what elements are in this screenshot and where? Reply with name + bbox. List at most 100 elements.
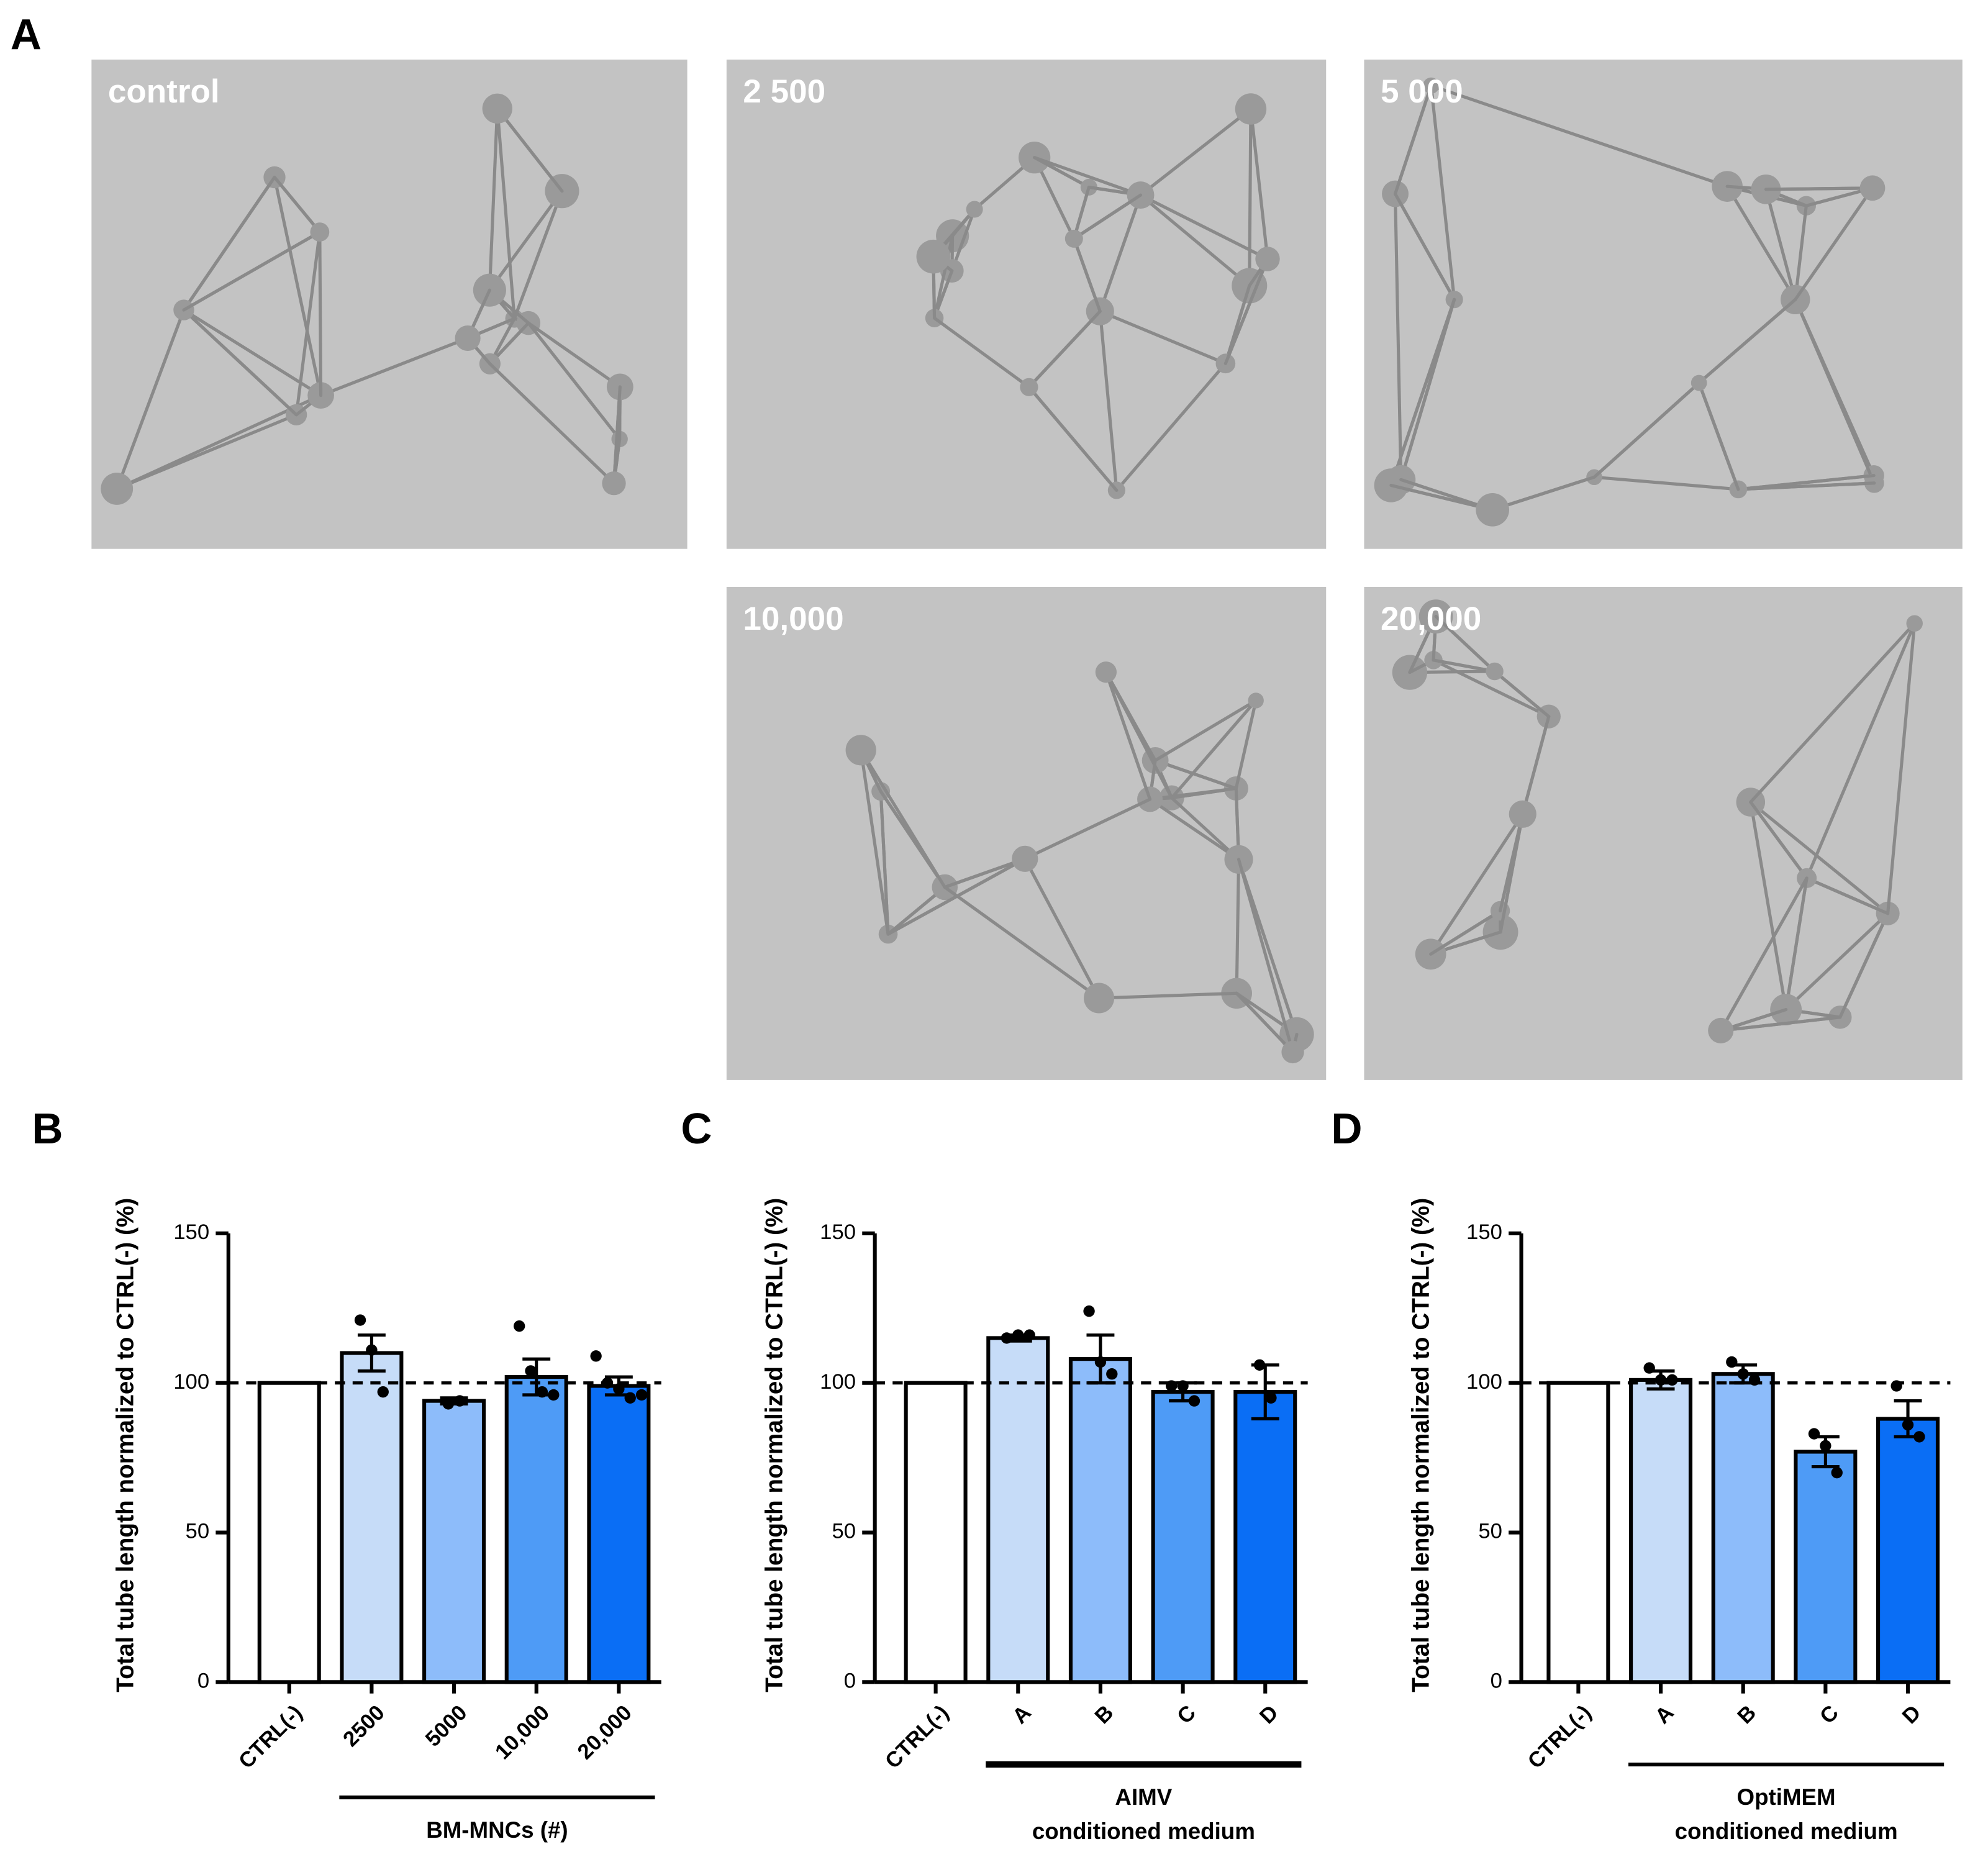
x-tick-label: 2500	[338, 1701, 389, 1751]
bar	[1233, 1390, 1297, 1684]
tube	[1148, 786, 1238, 801]
tube	[1432, 658, 1497, 673]
tube	[182, 230, 322, 312]
tube	[496, 107, 516, 320]
tube	[1033, 156, 1091, 189]
tube	[1429, 84, 1456, 301]
y-tick-label: 100	[820, 1370, 856, 1394]
y-axis-label: Total tube length normalized to CTRL(-) …	[1408, 1198, 1435, 1692]
tube	[1097, 991, 1238, 1000]
tube	[488, 189, 564, 292]
cell-network	[916, 93, 1280, 499]
bar	[1876, 1417, 1940, 1684]
tube	[182, 175, 276, 312]
tube	[1499, 812, 1525, 934]
tube	[1098, 309, 1119, 493]
cell-cluster	[1509, 800, 1536, 828]
bar	[1151, 1390, 1215, 1684]
cell-cluster	[1486, 662, 1504, 681]
data-point	[525, 1365, 537, 1377]
tube	[1393, 192, 1403, 481]
tube	[1023, 797, 1152, 861]
cell-cluster	[101, 473, 134, 505]
tube	[1399, 297, 1456, 481]
data-point	[1643, 1362, 1655, 1374]
cell-cluster	[1012, 845, 1038, 872]
group-label: conditioned medium	[1032, 1818, 1255, 1844]
tube	[1764, 188, 1797, 301]
bar	[504, 1374, 568, 1684]
cell-cluster	[845, 735, 876, 766]
tube	[1592, 475, 1740, 491]
tube	[182, 308, 298, 417]
tube	[1223, 257, 1269, 365]
tube	[933, 316, 1031, 389]
tube	[1115, 361, 1227, 493]
cell-cluster	[602, 471, 626, 496]
cell-cluster	[455, 325, 481, 352]
x-tick-label: CTRL(-)	[881, 1701, 953, 1774]
data-point	[366, 1344, 378, 1356]
tube	[488, 362, 616, 485]
data-point	[1024, 1329, 1035, 1341]
tube	[1072, 237, 1102, 313]
tube	[1072, 193, 1143, 240]
tube	[496, 107, 564, 193]
image-label: 2 500	[743, 73, 825, 110]
tube	[488, 107, 499, 292]
group-label: conditioned medium	[1675, 1818, 1898, 1844]
tube	[1886, 622, 1917, 915]
tube	[1521, 715, 1551, 816]
tube	[1153, 758, 1238, 791]
cell-network	[101, 93, 633, 505]
data-point	[1106, 1368, 1118, 1380]
image-label: 20,000	[1381, 601, 1481, 637]
data-point	[1265, 1392, 1277, 1404]
y-tick-label: 50	[1478, 1520, 1502, 1543]
tube	[182, 308, 323, 397]
tube	[1749, 800, 1890, 915]
x-tick-label: A	[1008, 1701, 1036, 1729]
tube	[1027, 385, 1119, 493]
tube	[1764, 186, 1874, 191]
tube	[1148, 797, 1241, 861]
tube	[1389, 483, 1494, 512]
y-tick-label: 50	[832, 1520, 856, 1543]
tube	[1249, 107, 1269, 261]
tube	[1429, 812, 1525, 956]
x-tick-label: D	[1255, 1701, 1283, 1729]
bar	[587, 1384, 651, 1684]
tube	[1139, 107, 1253, 197]
x-tick-label: B	[1091, 1701, 1119, 1729]
cell-cluster	[1235, 93, 1267, 125]
bar	[1711, 1372, 1775, 1684]
tube	[933, 234, 955, 320]
x-tick-label: C	[1815, 1701, 1843, 1729]
y-tick-label: 0	[844, 1669, 856, 1693]
x-tick-label: A	[1651, 1701, 1679, 1729]
tube	[1784, 876, 1809, 1012]
y-tick-label: 0	[1491, 1669, 1502, 1693]
data-point	[1831, 1466, 1843, 1479]
bar	[340, 1351, 404, 1684]
tube	[1493, 670, 1551, 719]
image-label: control	[108, 73, 220, 110]
tube	[1592, 381, 1701, 479]
bar	[422, 1399, 486, 1684]
bar	[904, 1381, 968, 1684]
data-point	[1094, 1356, 1107, 1368]
data-point	[1913, 1431, 1925, 1443]
tube	[1749, 800, 1809, 880]
tube	[1234, 699, 1258, 791]
cell-cluster	[1084, 983, 1115, 1014]
data-point	[1820, 1440, 1831, 1452]
tube	[1170, 796, 1241, 861]
tube	[1432, 658, 1551, 719]
tube	[859, 748, 946, 889]
image-label: 10,000	[743, 601, 843, 637]
tube	[1794, 186, 1874, 301]
tube	[1429, 84, 1729, 188]
tube	[1429, 909, 1502, 956]
cell-cluster	[1859, 175, 1886, 201]
bar	[257, 1381, 321, 1684]
